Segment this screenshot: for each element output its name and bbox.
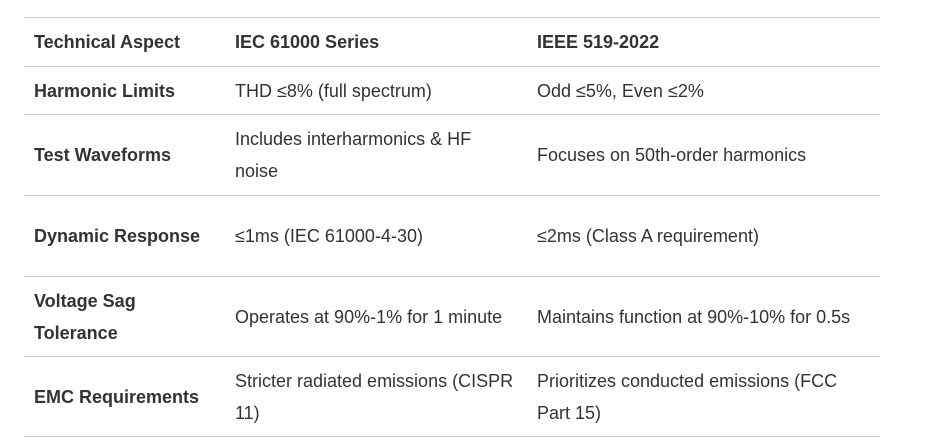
row-label: Dynamic Response <box>34 226 201 246</box>
table-cell: Odd ≤5%, Even ≤2% <box>537 80 704 101</box>
table-header-row: Technical Aspect IEC 61000 Series IEEE 5… <box>24 18 880 67</box>
row-label: Test Waveforms <box>34 145 172 165</box>
column-header-technical-aspect: Technical Aspect <box>34 32 181 52</box>
table-row: EMC Requirements Stricter radiated emiss… <box>24 357 880 437</box>
comparison-table: Technical Aspect IEC 61000 Series IEEE 5… <box>24 17 880 437</box>
table-row: Harmonic Limits THD ≤8% (full spectrum) … <box>24 67 880 115</box>
table-cell: Includes interharmonics & HF noise <box>235 129 472 181</box>
table-cell: Operates at 90%-1% for 1 minute <box>235 306 503 327</box>
row-label: Voltage Sag Tolerance <box>34 290 136 343</box>
row-label: EMC Requirements <box>34 386 200 407</box>
table-cell: Maintains function at 90%-10% for 0.5s <box>537 306 851 327</box>
table-cell: Focuses on 50th-order harmonics <box>537 145 807 165</box>
row-label: Harmonic Limits <box>34 80 176 101</box>
table-cell: ≤1ms (IEC 61000-4-30) <box>235 226 423 246</box>
column-header-iec-61000: IEC 61000 Series <box>235 32 380 52</box>
table-cell: THD ≤8% (full spectrum) <box>235 80 432 101</box>
table-row: Test Waveforms Includes interharmonics &… <box>24 115 880 196</box>
table-cell: Stricter radiated emissions (CISPR 11) <box>235 370 514 423</box>
table-cell: Prioritizes conducted emissions (FCC Par… <box>537 370 838 423</box>
column-header-ieee-519: IEEE 519-2022 <box>537 32 660 52</box>
table-row: Voltage Sag Tolerance Operates at 90%-1%… <box>24 277 880 357</box>
table-cell: ≤2ms (Class A requirement) <box>537 226 759 246</box>
table-row: Dynamic Response ≤1ms (IEC 61000-4-30) ≤… <box>24 196 880 277</box>
